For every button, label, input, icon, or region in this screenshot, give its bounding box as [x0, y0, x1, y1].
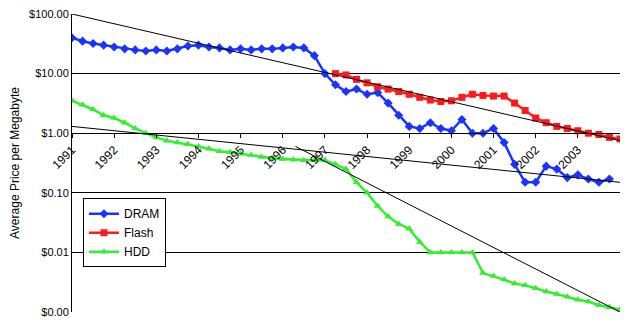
svg-text:1998: 1998	[345, 143, 374, 172]
svg-text:$10.00: $10.00	[35, 67, 69, 79]
svg-text:1997: 1997	[303, 143, 332, 172]
svg-text:DRAM: DRAM	[124, 207, 159, 221]
svg-text:$0.10: $0.10	[41, 187, 69, 199]
svg-text:Flash: Flash	[124, 226, 153, 240]
svg-text:1994: 1994	[176, 143, 205, 172]
svg-text:$0.01: $0.01	[41, 246, 69, 258]
svg-text:2000: 2000	[429, 143, 458, 172]
svg-text:2002: 2002	[513, 143, 542, 172]
svg-text:2003: 2003	[555, 143, 584, 172]
svg-text:$100.00: $100.00	[29, 8, 69, 20]
svg-text:2001: 2001	[471, 143, 500, 172]
svg-text:$0.00: $0.00	[41, 306, 69, 318]
svg-text:1995: 1995	[218, 143, 247, 172]
svg-text:1999: 1999	[387, 143, 416, 172]
svg-text:1996: 1996	[260, 143, 289, 172]
svg-text:HDD: HDD	[124, 245, 150, 259]
svg-text:Average Price per Megabyte: Average Price per Megabyte	[8, 87, 22, 239]
svg-text:$1.00: $1.00	[41, 127, 69, 139]
svg-text:1992: 1992	[92, 143, 121, 172]
svg-text:1991: 1991	[50, 143, 79, 172]
svg-text:1993: 1993	[134, 143, 163, 172]
